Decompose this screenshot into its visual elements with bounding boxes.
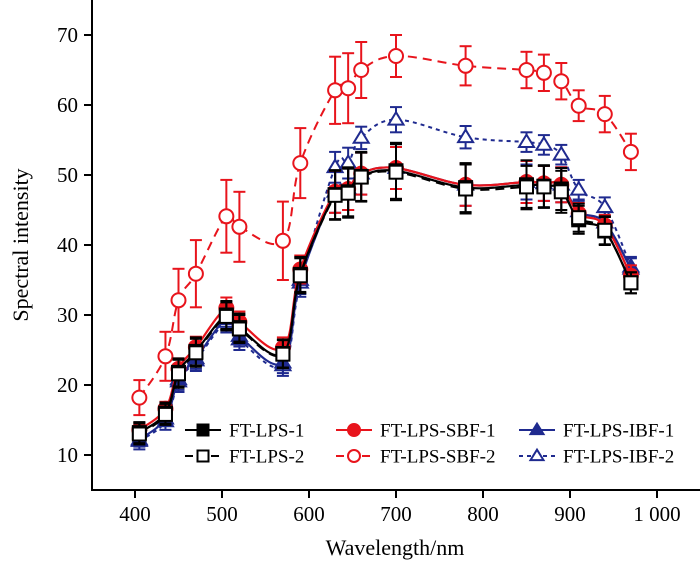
- legend-label: FT-LPS-IBF-1: [563, 421, 674, 442]
- x-tick-label: 700: [380, 502, 412, 526]
- legend-item: FT-LPS-SBF-1: [336, 421, 495, 442]
- data-point: [171, 366, 186, 382]
- series-line: [138, 54, 632, 399]
- series-layer: [130, 34, 641, 451]
- series-ft-lps-2: [131, 143, 639, 446]
- data-point: [553, 73, 570, 90]
- series-line: [138, 166, 632, 431]
- legend-label: FT-LPS-SBF-1: [380, 421, 495, 442]
- data-point: [596, 106, 613, 123]
- legend-swatch-marker: [347, 423, 361, 437]
- data-point: [622, 143, 639, 160]
- data-point: [157, 348, 174, 365]
- legend-swatch-marker: [196, 423, 210, 437]
- data-point: [351, 128, 371, 144]
- data-point: [456, 127, 475, 144]
- data-point: [386, 110, 406, 126]
- x-tick-label: 1 000: [633, 502, 680, 526]
- data-point: [457, 57, 474, 74]
- data-point: [275, 346, 291, 362]
- x-tick-label: 400: [119, 502, 151, 526]
- legend-swatch-marker: [528, 447, 546, 462]
- data-point: [231, 321, 247, 337]
- data-point: [157, 406, 173, 422]
- data-point: [458, 181, 474, 197]
- data-point: [570, 97, 587, 114]
- data-point: [553, 184, 569, 200]
- data-point: [388, 48, 404, 64]
- series-ft-lps-sbf-2: [131, 34, 639, 417]
- data-point: [535, 64, 552, 81]
- data-point: [231, 218, 248, 235]
- data-point: [131, 426, 147, 442]
- y-tick-label: 50: [57, 163, 78, 187]
- data-point: [292, 155, 309, 172]
- legend-item: FT-LPS-IBF-1: [519, 421, 674, 442]
- data-point: [353, 169, 369, 185]
- y-tick-label: 40: [57, 233, 78, 257]
- x-axis-label: Wavelength/nm: [326, 535, 465, 560]
- legend-label: FT-LPS-1: [229, 421, 304, 442]
- y-axis-label: Spectral intensity: [8, 168, 33, 321]
- series-line: [138, 166, 632, 441]
- data-point: [536, 179, 552, 195]
- data-point: [327, 82, 344, 99]
- data-point: [519, 179, 534, 195]
- legend-label: FT-LPS-IBF-2: [563, 447, 674, 468]
- legend-swatch-marker: [196, 449, 210, 463]
- data-point: [597, 222, 613, 238]
- legend-swatch-marker: [347, 449, 361, 463]
- x-tick-label: 600: [293, 502, 325, 526]
- x-tick-label: 800: [467, 502, 499, 526]
- data-point: [274, 232, 291, 249]
- data-point: [340, 185, 356, 201]
- data-point: [218, 308, 234, 324]
- data-point: [292, 268, 308, 284]
- data-point: [623, 275, 639, 291]
- y-tick-label: 20: [57, 373, 78, 397]
- data-point: [517, 132, 536, 148]
- legend-item: FT-LPS-IBF-2: [519, 447, 674, 468]
- data-point: [131, 389, 148, 406]
- y-tick-label: 60: [57, 93, 78, 117]
- legend-item: FT-LPS-1: [185, 421, 304, 442]
- data-point: [187, 265, 204, 282]
- x-tick-label: 900: [554, 502, 586, 526]
- data-point: [571, 210, 587, 226]
- data-point: [340, 80, 357, 97]
- legend-label: FT-LPS-2: [229, 447, 304, 468]
- data-point: [170, 292, 187, 309]
- data-point: [388, 164, 404, 180]
- data-point: [327, 187, 343, 203]
- data-point: [534, 135, 554, 151]
- x-ticks: 400 500 600 700 800 900 1 000: [119, 490, 681, 526]
- legend: FT-LPS-1 FT-LPS-2 FT-LPS-SBF-1 FT-LPS-SBF-2…: [185, 421, 674, 468]
- data-point: [518, 62, 535, 78]
- legend-label: FT-LPS-SBF-2: [380, 447, 495, 468]
- data-point: [569, 180, 588, 196]
- data-point: [353, 62, 370, 78]
- data-point: [188, 345, 204, 361]
- legend-swatch-marker: [528, 421, 546, 436]
- data-point: [552, 145, 571, 161]
- data-point: [218, 208, 235, 225]
- series-ft-lps-ibf-2: [130, 106, 641, 451]
- y-tick-label: 10: [57, 443, 78, 467]
- legend-item: FT-LPS-SBF-2: [336, 447, 495, 468]
- x-tick-label: 500: [206, 502, 238, 526]
- y-tick-label: 70: [57, 23, 78, 47]
- legend-item: FT-LPS-2: [185, 447, 304, 468]
- y-tick-label: 30: [57, 303, 78, 327]
- y-ticks: 10 20 30 40 50 60 70: [57, 23, 92, 467]
